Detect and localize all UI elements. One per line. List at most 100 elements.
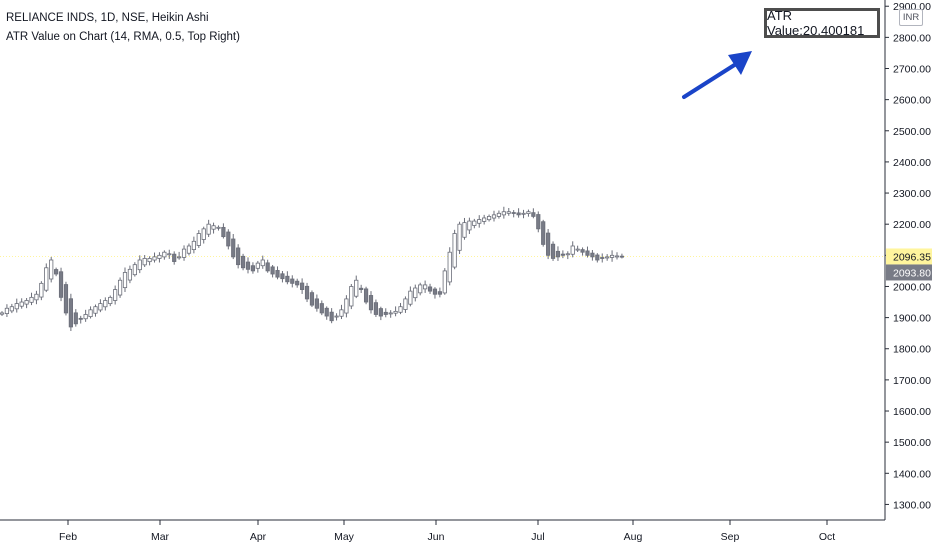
candle-body [536, 214, 541, 230]
candle-body [177, 256, 182, 259]
ytick-label: 2000.00 [893, 281, 931, 293]
candle-body [614, 255, 620, 258]
ytick-label: 2600.00 [893, 95, 931, 107]
candle-body [221, 226, 226, 238]
candle-body [88, 309, 93, 318]
chart-legend: RELIANCE INDS, 1D, NSE, Heikin Ashi ATR … [6, 9, 240, 47]
candle-body [565, 253, 570, 256]
candle-body [285, 275, 290, 283]
candle-body [49, 259, 54, 280]
candle-body [191, 240, 196, 251]
candle-body [290, 278, 295, 284]
candle-body [39, 282, 44, 298]
xtick-label: Aug [624, 531, 643, 543]
candle-body [472, 220, 477, 226]
candle-body [250, 265, 256, 272]
candle-body [137, 259, 142, 271]
last-price-tag [886, 248, 932, 265]
candle-body [167, 253, 172, 256]
candle-body [595, 254, 600, 261]
candle-body [585, 250, 590, 256]
candle-body [467, 220, 472, 231]
candle-body [447, 251, 452, 283]
xtick-label: Apr [250, 531, 267, 543]
candle-body [4, 307, 10, 314]
indicator-title[interactable]: ATR Value on Chart (14, RMA, 0.5, Top Ri… [6, 31, 240, 43]
candle-body [393, 310, 398, 314]
candle-body [383, 311, 388, 315]
candle-body [403, 298, 408, 310]
candle-body [142, 258, 147, 266]
candle-body [98, 303, 103, 311]
candle-body [78, 317, 83, 320]
candle-body [605, 256, 610, 259]
candle-body [363, 288, 369, 303]
candle-body [240, 255, 246, 269]
candle-body [329, 311, 334, 322]
candle-body [486, 216, 492, 221]
ytick-label: 2500.00 [893, 126, 931, 138]
candle-body [457, 223, 462, 251]
candle-body [152, 256, 157, 261]
candle-body [9, 306, 14, 312]
ytick-label: 2400.00 [893, 157, 931, 169]
xtick-label: May [334, 531, 355, 543]
candle-body [157, 254, 162, 259]
candle-body [600, 257, 605, 259]
candle-body [462, 222, 467, 238]
candle-body [260, 259, 265, 267]
candle-body [477, 219, 482, 224]
candle-body [560, 253, 565, 256]
ytick-label: 2800.00 [893, 32, 931, 44]
ytick-label: 2200.00 [893, 219, 931, 231]
ytick-label: 1400.00 [893, 468, 931, 480]
candle-body [418, 284, 423, 294]
candle-body [442, 270, 447, 294]
candle-body [255, 262, 260, 269]
current-price-tag [886, 264, 932, 281]
candle-body [29, 296, 34, 303]
candle-body [388, 312, 393, 315]
candle-body [44, 267, 49, 291]
candle-body [93, 306, 98, 314]
last-price-label: 2096.35 [893, 251, 931, 263]
candle-body [496, 212, 502, 217]
current-price-label: 2093.80 [893, 267, 931, 279]
candle-body [132, 264, 137, 276]
ytick-label: 1300.00 [893, 499, 931, 511]
candle-body [570, 245, 575, 255]
candle-body [491, 214, 497, 219]
candle-body [437, 291, 442, 295]
candle-body [541, 221, 546, 245]
price-axis[interactable]: 1300.00 1400.00 1500.00 1600.00 1700.00 1800.… [885, 1, 931, 511]
price-labels: 2096.35 2093.80 [886, 248, 932, 281]
candle-body [211, 225, 216, 230]
candle-body [73, 312, 78, 325]
time-axis[interactable]: Feb Mar Apr May Jun Jul Aug Sep Oct [59, 520, 835, 543]
candle-body [58, 271, 64, 298]
candle-body [14, 303, 19, 310]
symbol-title[interactable]: RELIANCE INDS, 1D, NSE, Heikin Ashi [6, 12, 209, 24]
candle-body [304, 285, 310, 300]
candle-body [501, 211, 506, 216]
candle-body [506, 211, 511, 214]
candle-body [413, 287, 418, 299]
candle-body [206, 223, 211, 235]
candle-body [265, 262, 270, 272]
candle-body [521, 212, 526, 215]
candle-body [526, 211, 531, 214]
candle-body [245, 261, 251, 270]
candle-body [555, 250, 561, 258]
candle-body [427, 286, 433, 292]
candle-body [368, 295, 374, 311]
candle-body [339, 309, 344, 317]
xtick-label: Sep [721, 531, 740, 543]
currency-badge[interactable]: INR [899, 9, 923, 26]
candle-body [550, 243, 556, 259]
candle-body [122, 272, 128, 289]
candle-body [516, 212, 521, 216]
candle-body [359, 287, 364, 290]
ytick-label: 1900.00 [893, 313, 931, 325]
ytick-label: 2300.00 [893, 188, 931, 200]
